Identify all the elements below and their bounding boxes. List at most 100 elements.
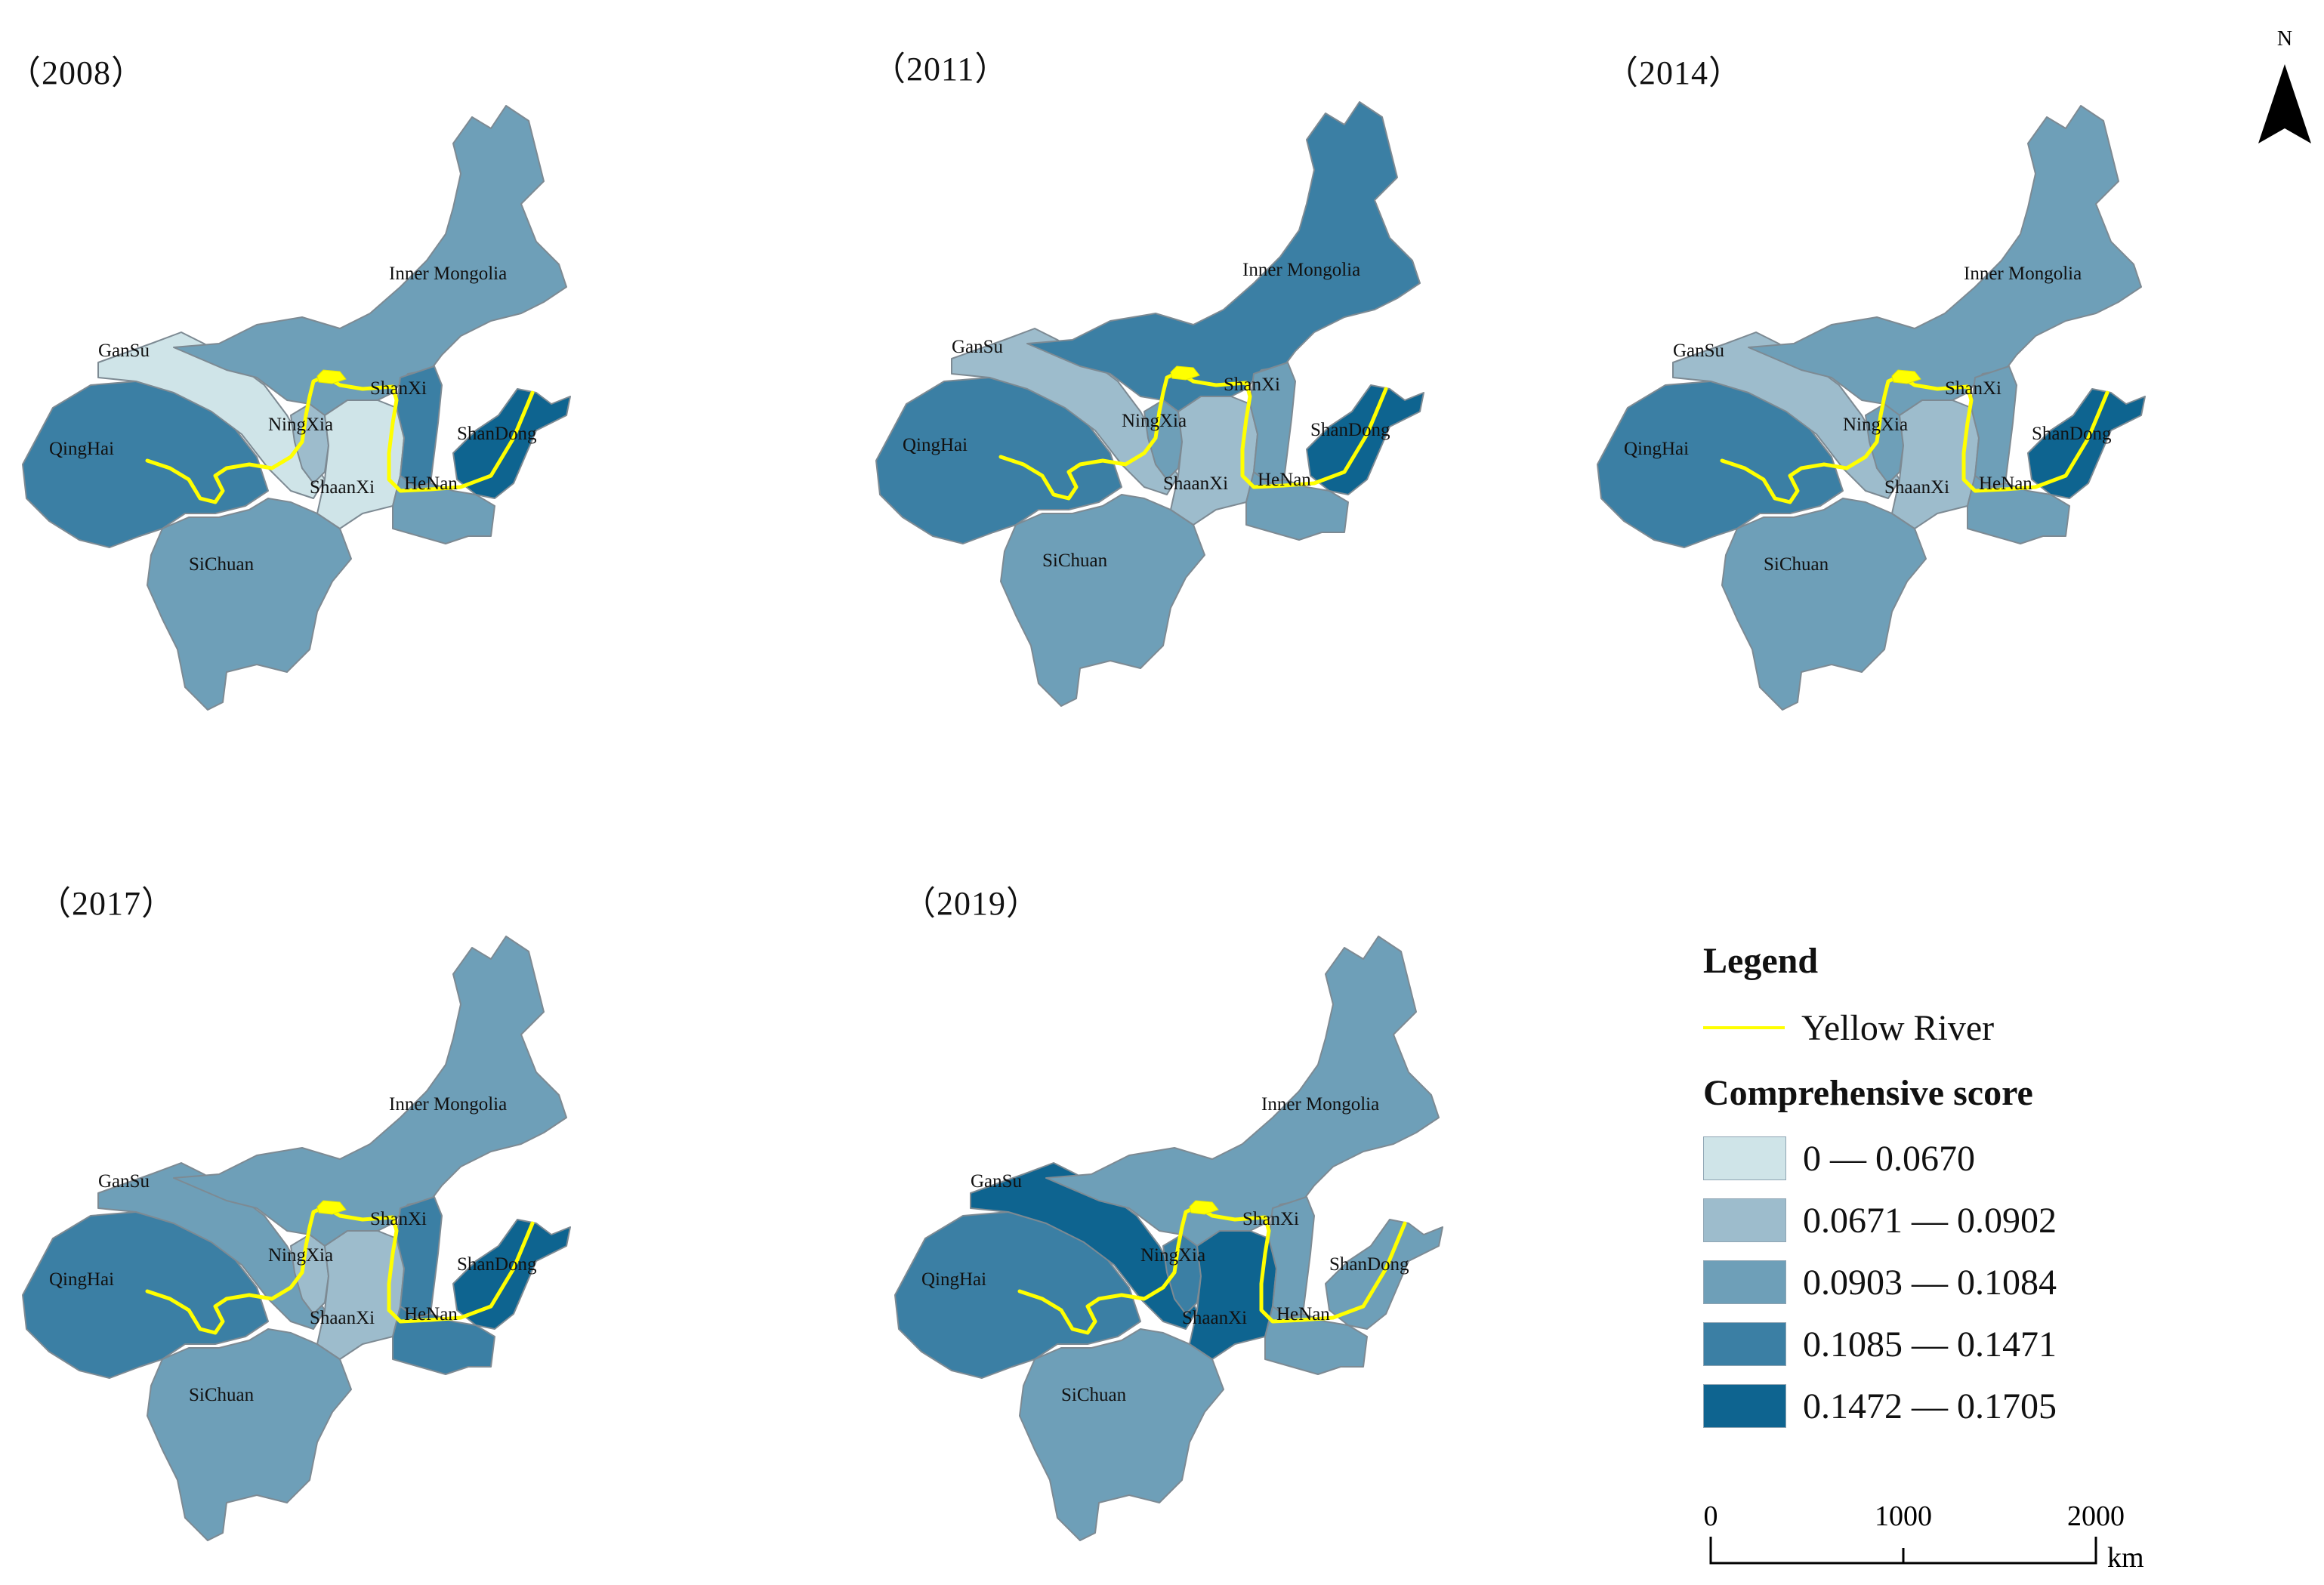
province-label-shanxi: ShanXi [1224,375,1280,395]
river-lake-shape [1170,365,1200,381]
province-label-shaanxi: ShaanXi [310,1308,375,1328]
province-label-innermongolia: Inner Mongolia [1261,1094,1379,1115]
province-qinghai [894,1211,1141,1379]
province-label-shandong: ShanDong [2032,424,2112,444]
legend-class-label: 0 — 0.0670 [1803,1138,1975,1179]
north-label: N [2277,27,2292,51]
yellow-river-line [1720,374,2110,504]
province-qinghai [875,377,1122,544]
yellow-river-line [145,1204,535,1335]
province-label-henan: HeNan [1276,1304,1330,1324]
choropleth-map: QingHai GanSu SiChuan Inner Mongolia NingXia… [875,101,1424,707]
province-qinghai [22,1211,269,1379]
province-label-ningxia: NingXia [1122,411,1187,431]
north-arrow-icon: N [2258,27,2311,143]
river-lake-shape [1189,1200,1219,1215]
province-label-qinghai: QingHai [903,435,968,455]
province-label-qinghai: QingHai [1624,439,1689,459]
province-label-shanxi: ShanXi [370,1209,427,1229]
province-label-shandong: ShanDong [1310,420,1390,440]
province-gansu [97,331,326,499]
legend-class-row: 0 — 0.0670 [1703,1127,2232,1189]
choropleth-map: QingHai GanSu SiChuan Inner Mongolia NingXia… [22,105,571,711]
province-henan [1245,471,1349,541]
province-label-ningxia: NingXia [1140,1245,1205,1266]
province-label-gansu: GanSu [1673,341,1725,361]
province-henan [1264,1306,1368,1375]
scale-unit: km [2107,1542,2144,1574]
province-innermongolia [1748,105,2142,416]
province-sichuan [1721,498,1927,711]
province-label-sichuan: SiChuan [189,1385,255,1405]
province-gansu [97,1162,326,1330]
province-label-shanxi: ShanXi [370,378,427,399]
legend-class-label: 0.1472 — 0.1705 [1803,1386,2057,1426]
choropleth-map: QingHai GanSu SiChuan Inner Mongolia NingXia… [894,936,1443,1541]
map-panel-2008: QingHai GanSu SiChuan Inner Mongolia NingXia… [8,45,612,725]
province-sichuan [1019,1328,1224,1541]
legend-class-row: 0.1472 — 0.1705 [1703,1375,2232,1437]
province-label-ningxia: NingXia [1843,415,1908,435]
year-label: （2014） [1605,54,1742,91]
province-gansu [970,1162,1198,1330]
choropleth-map: QingHai GanSu SiChuan Inner Mongolia NingXia… [1597,105,2146,711]
province-label-henan: HeNan [1258,470,1311,490]
year-label: （2011） [872,51,1009,88]
province-label-gansu: GanSu [98,1171,150,1192]
province-label-sichuan: SiChuan [1764,554,1829,575]
province-innermongolia [1026,101,1421,412]
river-lake-shape [1891,369,1921,384]
province-label-henan: HeNan [404,1304,458,1324]
province-henan [392,475,495,544]
legend-class-list: 0 — 0.0670 0.0671 — 0.0902 0.0903 — 0.1084… [1703,1127,2232,1437]
legend-class-row: 0.0903 — 0.1084 [1703,1251,2232,1313]
province-label-gansu: GanSu [971,1171,1023,1192]
legend-river-row: Yellow River [1703,997,2232,1059]
river-line-icon [1703,1026,1785,1029]
province-label-sichuan: SiChuan [189,554,255,575]
province-label-shandong: ShanDong [457,424,537,444]
province-qinghai [1597,381,1844,548]
province-label-shandong: ShanDong [457,1254,537,1275]
scale-tick-label: 2000 [2067,1500,2125,1532]
province-label-qinghai: QingHai [921,1269,986,1290]
province-label-qinghai: QingHai [49,439,114,459]
province-label-gansu: GanSu [952,337,1004,357]
province-innermongolia [1045,936,1440,1247]
yellow-river-line [1017,1204,1407,1335]
province-henan [392,1306,495,1375]
province-label-innermongolia: Inner Mongolia [1242,260,1360,280]
legend-river-label: Yellow River [1801,1007,1995,1048]
scale-tick-label: 0 [1704,1500,1718,1532]
legend-swatch [1703,1136,1786,1180]
legend-class-label: 0.0671 — 0.0902 [1803,1200,2057,1241]
yellow-river-line [145,374,535,504]
legend-title: Legend [1703,941,1819,981]
scale-tick-label: 1000 [1875,1500,1932,1532]
province-label-innermongolia: Inner Mongolia [389,1094,507,1115]
legend-swatch [1703,1198,1786,1242]
province-henan [1967,475,2070,544]
province-gansu [1672,331,1900,499]
province-label-henan: HeNan [1979,473,2032,494]
river-lake-shape [316,369,347,384]
map-panel-2019: QingHai GanSu SiChuan Inner Mongolia NingXia… [880,876,1484,1556]
province-label-shaanxi: ShaanXi [1884,477,1949,498]
province-sichuan [147,1328,352,1541]
yellow-river-line [998,370,1388,501]
year-label: （2008） [8,54,145,91]
legend-class-row: 0.0671 — 0.0902 [1703,1189,2232,1251]
province-label-shanxi: ShanXi [1242,1209,1299,1229]
province-label-innermongolia: Inner Mongolia [1964,264,2082,284]
map-panel-2017: QingHai GanSu SiChuan Inner Mongolia NingXia… [8,876,612,1556]
province-sichuan [147,498,352,711]
legend-class-label: 0.1085 — 0.1471 [1803,1324,2057,1365]
legend-swatch [1703,1322,1786,1366]
choropleth-map: QingHai GanSu SiChuan Inner Mongolia NingXia… [22,936,571,1541]
province-innermongolia [173,936,567,1247]
river-lake-shape [316,1200,347,1215]
year-label: （2017） [38,885,175,922]
province-label-ningxia: NingXia [268,415,333,435]
province-label-innermongolia: Inner Mongolia [389,264,507,284]
province-sichuan [1000,494,1205,707]
